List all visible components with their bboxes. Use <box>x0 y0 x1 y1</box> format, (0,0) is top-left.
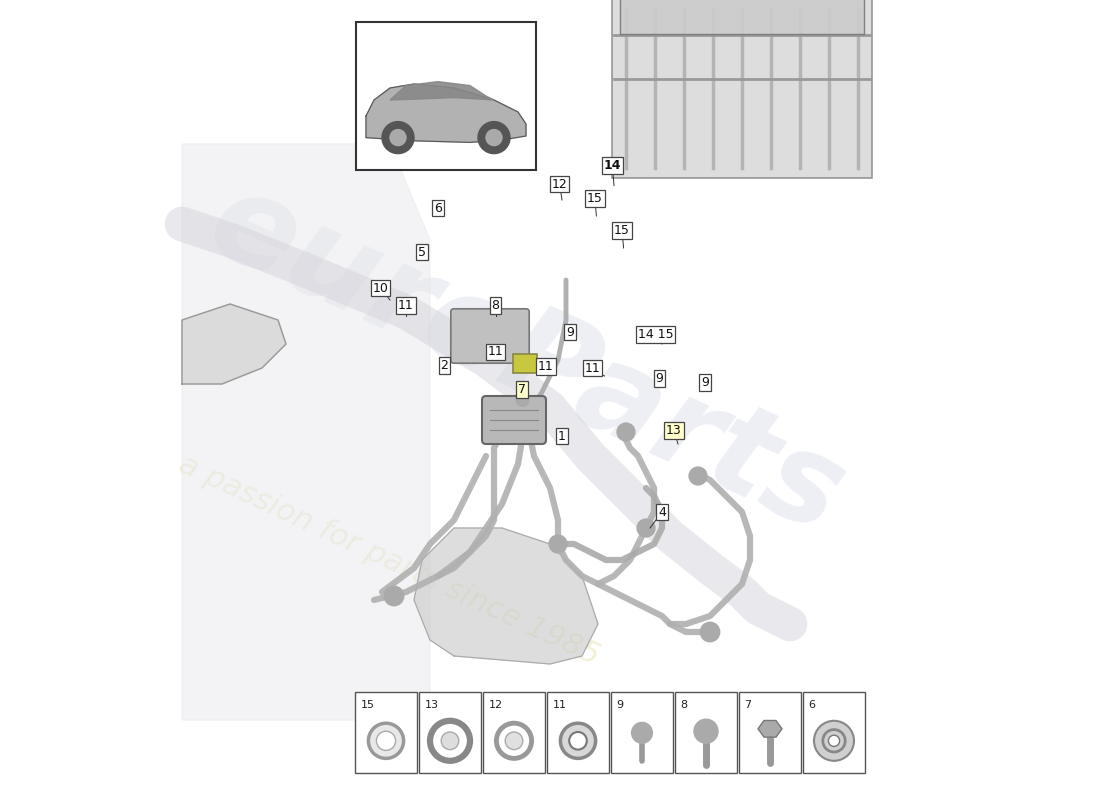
Circle shape <box>549 535 566 553</box>
Polygon shape <box>182 304 286 384</box>
Circle shape <box>368 723 404 758</box>
FancyBboxPatch shape <box>514 354 537 373</box>
Circle shape <box>631 722 652 743</box>
Text: 8: 8 <box>492 299 499 312</box>
Polygon shape <box>366 84 526 142</box>
Text: 11: 11 <box>398 299 414 312</box>
Polygon shape <box>414 528 598 664</box>
Text: euroParts: euroParts <box>190 161 862 559</box>
FancyBboxPatch shape <box>620 0 864 34</box>
Circle shape <box>560 723 595 758</box>
Text: a passion for parts since 1985: a passion for parts since 1985 <box>174 450 604 670</box>
Text: 6: 6 <box>808 699 815 710</box>
Text: 9: 9 <box>702 376 710 389</box>
Circle shape <box>382 122 414 154</box>
FancyBboxPatch shape <box>356 22 536 170</box>
Circle shape <box>505 732 522 750</box>
Circle shape <box>390 130 406 146</box>
Circle shape <box>384 586 404 606</box>
Text: 9: 9 <box>656 372 663 385</box>
Circle shape <box>486 130 502 146</box>
FancyBboxPatch shape <box>739 692 801 773</box>
Text: 12: 12 <box>552 178 568 190</box>
Text: 7: 7 <box>745 699 751 710</box>
Text: 15: 15 <box>614 224 630 237</box>
FancyBboxPatch shape <box>482 396 546 444</box>
Circle shape <box>478 122 510 154</box>
Circle shape <box>376 731 396 750</box>
Polygon shape <box>390 82 494 100</box>
FancyBboxPatch shape <box>355 692 417 773</box>
Text: 14: 14 <box>604 159 622 172</box>
Text: 10: 10 <box>373 282 388 294</box>
Text: 13: 13 <box>667 424 682 437</box>
Text: 5: 5 <box>418 246 426 258</box>
Text: 14 15: 14 15 <box>638 328 673 341</box>
Polygon shape <box>182 144 430 720</box>
Text: 13: 13 <box>425 699 439 710</box>
Text: 1: 1 <box>558 430 565 442</box>
Circle shape <box>701 622 719 642</box>
FancyBboxPatch shape <box>803 692 866 773</box>
Circle shape <box>828 735 839 746</box>
Text: 9: 9 <box>566 326 574 338</box>
Text: 8: 8 <box>681 699 688 710</box>
Text: 11: 11 <box>538 360 554 373</box>
FancyBboxPatch shape <box>610 692 673 773</box>
Circle shape <box>814 721 854 761</box>
Text: 7: 7 <box>518 383 526 396</box>
Text: 11: 11 <box>584 362 601 374</box>
Text: 9: 9 <box>616 699 624 710</box>
Circle shape <box>516 394 529 406</box>
Circle shape <box>569 732 586 750</box>
Circle shape <box>637 519 654 537</box>
FancyBboxPatch shape <box>547 692 609 773</box>
Text: 12: 12 <box>488 699 503 710</box>
Text: 6: 6 <box>434 202 442 214</box>
Text: 4: 4 <box>658 506 666 518</box>
Text: 11: 11 <box>487 346 504 358</box>
FancyBboxPatch shape <box>419 692 481 773</box>
Text: 15: 15 <box>361 699 374 710</box>
FancyBboxPatch shape <box>451 309 529 363</box>
Text: 11: 11 <box>552 699 567 710</box>
Text: 2: 2 <box>440 359 449 372</box>
FancyBboxPatch shape <box>674 692 737 773</box>
Text: 15: 15 <box>587 192 603 205</box>
Circle shape <box>617 423 635 441</box>
Circle shape <box>441 732 459 750</box>
Circle shape <box>690 467 707 485</box>
Circle shape <box>694 719 718 743</box>
FancyBboxPatch shape <box>483 692 546 773</box>
FancyBboxPatch shape <box>613 0 871 178</box>
Polygon shape <box>758 721 782 737</box>
